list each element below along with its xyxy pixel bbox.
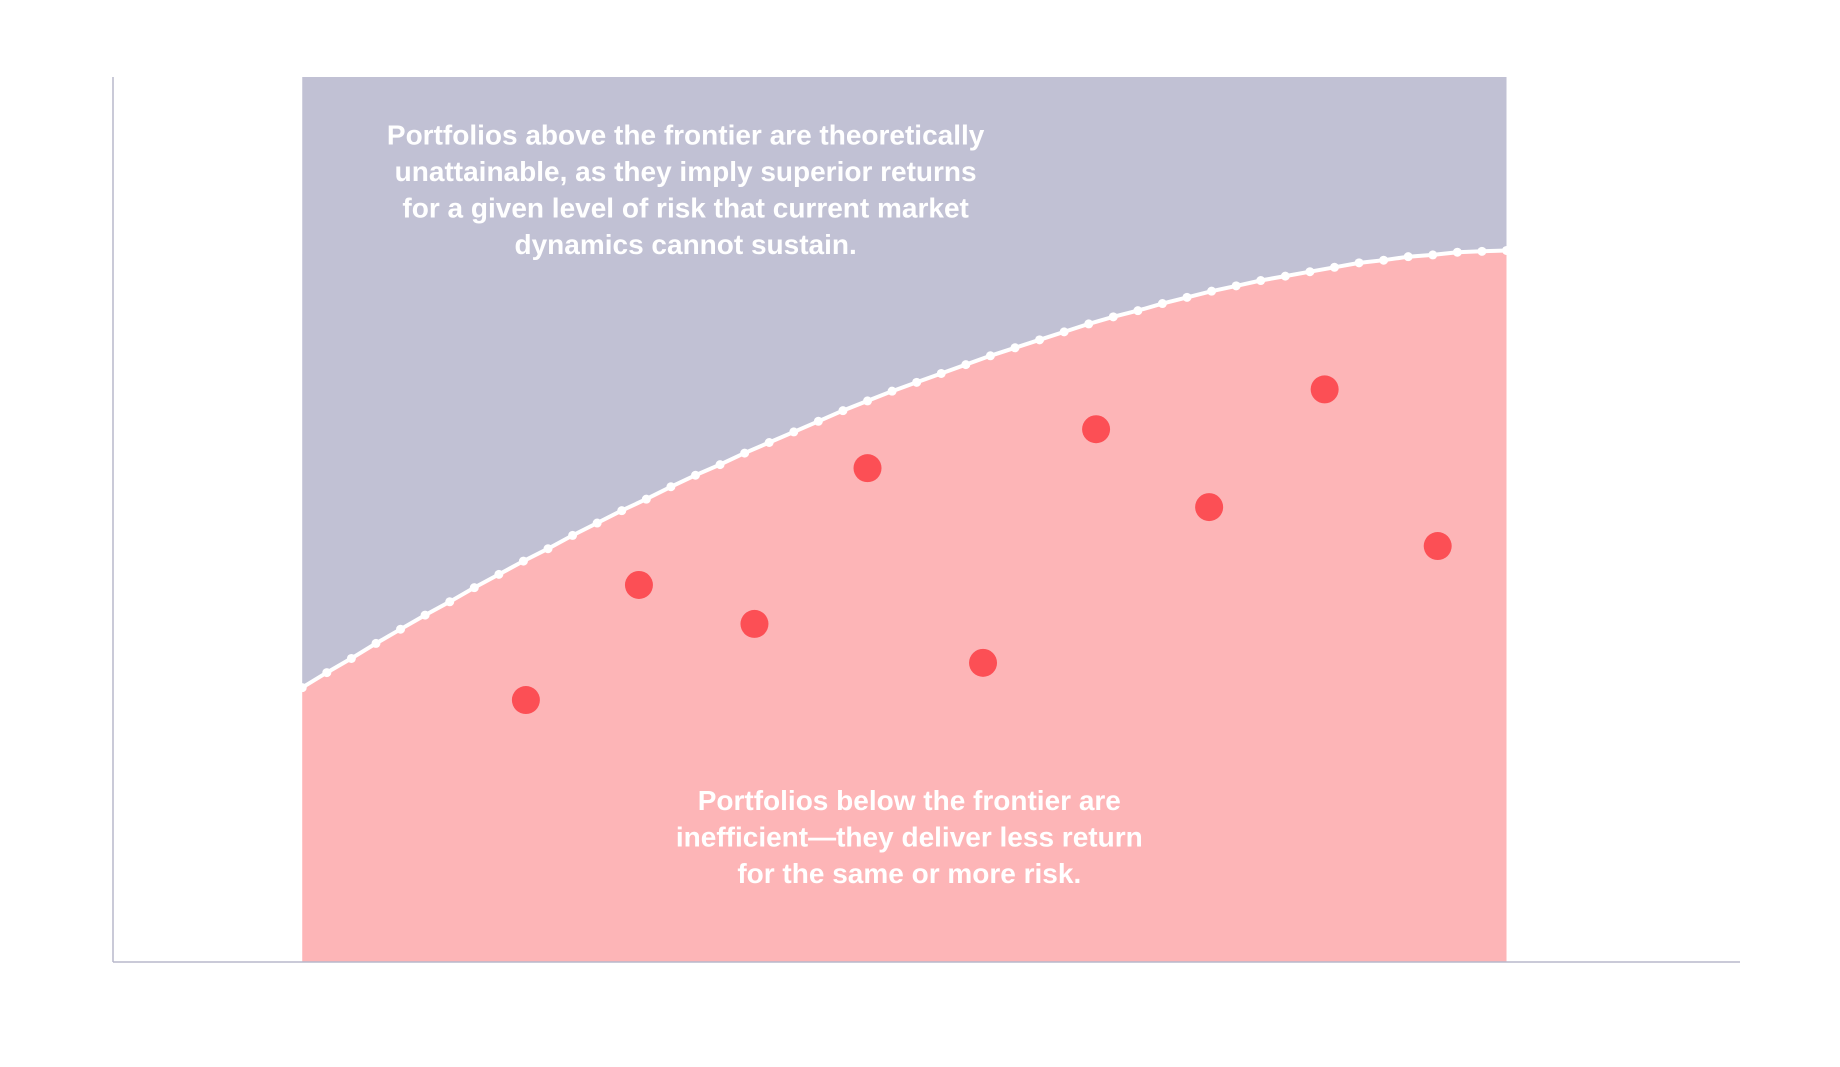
frontier-point xyxy=(1403,252,1413,262)
frontier-point xyxy=(838,406,848,416)
frontier-point xyxy=(863,396,873,406)
frontier-point xyxy=(396,624,406,634)
frontier-point xyxy=(1280,271,1290,281)
annotation-line: for the same or more risk. xyxy=(737,858,1081,889)
annotation-line: Portfolios below the frontier are xyxy=(698,785,1121,816)
portfolio-point xyxy=(969,648,998,677)
annotation-line: dynamics cannot sustain. xyxy=(514,229,856,260)
frontier-point xyxy=(1059,327,1069,337)
frontier-point xyxy=(740,448,750,458)
portfolio-point xyxy=(740,609,769,638)
frontier-point xyxy=(912,377,922,387)
frontier-point xyxy=(813,416,823,426)
frontier-point xyxy=(346,653,356,663)
frontier-point xyxy=(985,351,995,361)
frontier-point xyxy=(1256,276,1266,286)
frontier-point xyxy=(1010,343,1020,353)
frontier-point xyxy=(1157,299,1167,309)
frontier-point xyxy=(887,386,897,396)
frontier-point xyxy=(764,438,774,448)
frontier-point xyxy=(371,638,381,648)
frontier-point xyxy=(1108,312,1118,322)
frontier-point xyxy=(1133,306,1143,316)
frontier-point xyxy=(690,470,700,480)
frontier-point xyxy=(641,494,651,504)
frontier-point xyxy=(789,427,799,437)
frontier-point xyxy=(936,368,946,378)
frontier-point xyxy=(494,569,504,579)
frontier-point xyxy=(1305,267,1315,277)
frontier-point xyxy=(715,460,725,470)
frontier-point xyxy=(469,583,479,593)
portfolio-point xyxy=(1082,415,1111,444)
frontier-point xyxy=(1207,286,1217,296)
frontier-point xyxy=(1084,319,1094,329)
annotation-line: inefficient—they deliver less return xyxy=(676,822,1143,853)
frontier-point xyxy=(1428,250,1438,260)
portfolio-point xyxy=(853,454,882,483)
frontier-point xyxy=(543,544,553,554)
portfolio-point xyxy=(624,570,653,599)
portfolio-point xyxy=(511,686,540,715)
annotation-line: unattainable, as they imply superior ret… xyxy=(395,156,977,187)
frontier-point xyxy=(445,597,455,607)
portfolio-point xyxy=(1195,493,1224,522)
frontier-point xyxy=(1379,255,1389,265)
region-below xyxy=(302,250,1507,962)
frontier-point xyxy=(617,506,627,516)
annotation-line: Portfolios above the frontier are theore… xyxy=(387,120,985,151)
portfolio-point xyxy=(1310,375,1339,404)
frontier-point xyxy=(1477,246,1487,256)
frontier-point xyxy=(1329,262,1339,272)
frontier-point xyxy=(592,518,602,528)
frontier-point xyxy=(568,530,578,540)
frontier-point xyxy=(961,360,971,370)
frontier-point xyxy=(518,556,528,566)
frontier-point xyxy=(1182,292,1192,302)
frontier-point xyxy=(1354,258,1364,268)
region-above xyxy=(302,77,1507,688)
frontier-point xyxy=(322,668,332,678)
frontier-point xyxy=(1452,247,1462,257)
portfolio-point xyxy=(1423,532,1452,561)
frontier-point xyxy=(420,610,430,620)
annotation-line: for a given level of risk that current m… xyxy=(402,193,968,224)
frontier-point xyxy=(1035,335,1045,345)
frontier-point xyxy=(297,683,307,693)
frontier-point xyxy=(1231,281,1241,291)
frontier-point xyxy=(666,482,676,492)
frontier-point xyxy=(1502,245,1512,255)
